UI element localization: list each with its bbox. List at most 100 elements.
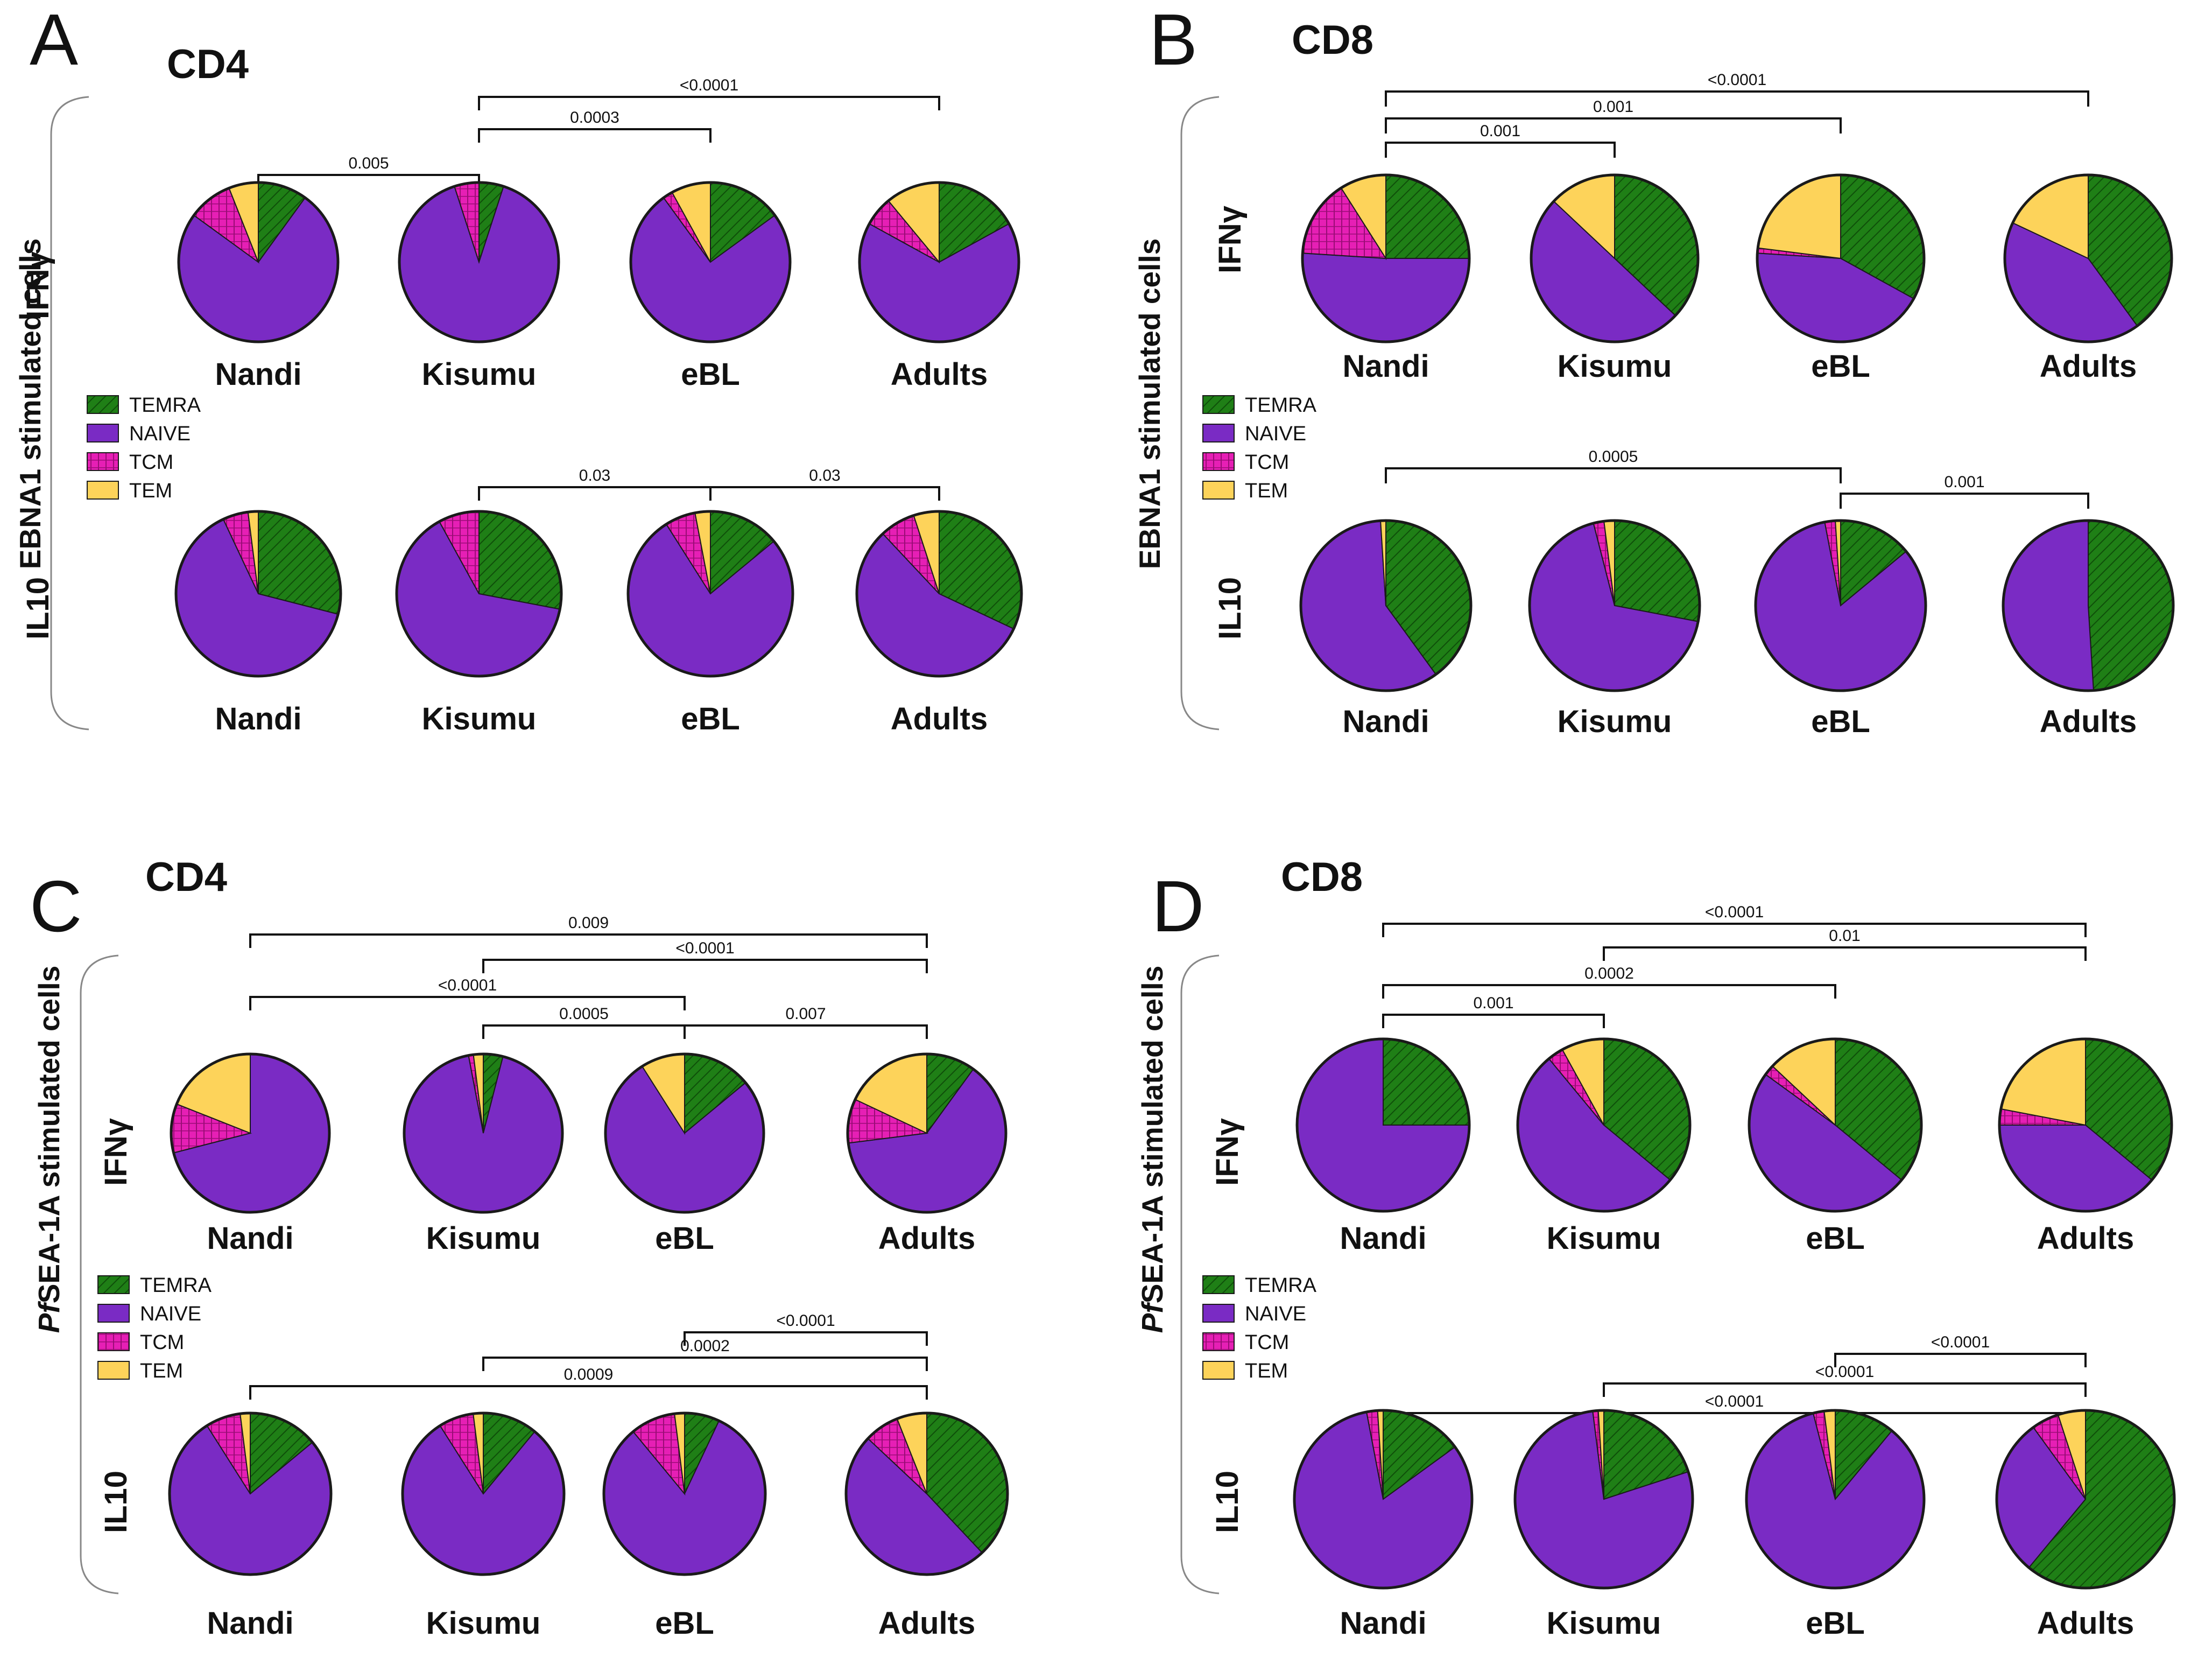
panel-b-title: CD8	[1292, 17, 1373, 63]
panel-b-row-ifn-label: IFNγ	[1213, 205, 1248, 273]
panel-b-stimulation-label: EBNA1 stimulated cells	[1133, 238, 1166, 569]
panel-a-title: CD4	[167, 41, 249, 87]
panel-d-row-ifn-comparison-1-p-value: 0.0002	[1584, 965, 1634, 982]
panel-d-row-ifn-pie-ebl-outline	[1748, 1037, 1923, 1213]
panel-a-stimulation-label: EBNA1 stimulated cells	[13, 238, 47, 569]
panel-c-row-ifn-pie-adults-group-label: Adults	[878, 1221, 975, 1256]
panel-c-row-ifn-pie-kisumu-outline	[403, 1052, 564, 1214]
panel-b-row-ifn-pie-nandi-group-label: Nandi	[1342, 349, 1429, 384]
panel-a-row-ifn-comparison-0-p-value: 0.005	[348, 154, 389, 172]
panel-b-row-ifn-comparison-2-p-value: <0.0001	[1708, 71, 1766, 89]
panel-c-legend-label-tcm: TCM	[140, 1331, 184, 1354]
panel-b-row-il10-pie-kisumu-group-label: Kisumu	[1558, 704, 1672, 739]
panel-c-letter: C	[30, 866, 82, 947]
panel-c-row-il10-pie-kisumu-group-label: Kisumu	[426, 1606, 541, 1641]
panel-b-row-ifn-comparison-1-bracket	[1385, 117, 1842, 134]
panel-a-legend-swatch-tcm	[87, 452, 119, 471]
panel-c-row-ifn-comparison-3-bracket	[482, 959, 928, 973]
panel-d-legend-swatch-tem	[1202, 1361, 1235, 1380]
panel-d-stimulation-label: PfSEA-1A stimulated cells	[1136, 966, 1169, 1333]
panel-a-row-ifn-pie-kisumu-outline	[398, 181, 560, 343]
panel-a-row-il10-pie-nandi-group-label: Nandi	[215, 701, 301, 736]
panel-c-legend-label-tem: TEM	[140, 1360, 183, 1382]
panel-d-row-il10-comparison-2-p-value: <0.0001	[1705, 1393, 1764, 1410]
panel-b-row-il10-pie-adults-outline	[2002, 519, 2175, 692]
panel-a-row-il10-comparison-1-p-value: 0.03	[809, 467, 840, 484]
panel-d-row-il10-pie-nandi-outline	[1293, 1409, 1474, 1590]
panel-c-row-ifn-pie-kisumu-group-label: Kisumu	[426, 1221, 541, 1256]
panel-a-stimulation-text: EBNA1 stimulated cells	[13, 238, 47, 569]
panel-c-legend: TEMRA NAIVE TCM TEM	[97, 1274, 212, 1382]
panel-c-row-ifn-pie-adults-outline	[846, 1052, 1008, 1214]
panel-b-row-il10-comparison-1-bracket	[1840, 493, 2089, 509]
panel-a-legend-label-tcm: TCM	[129, 451, 173, 474]
panel-b-legend-label-temra: TEMRA	[1245, 394, 1317, 417]
panel-c-row-ifn-comparison-0-bracket	[482, 1024, 686, 1039]
panel-c-legend-swatch-temra	[97, 1275, 130, 1294]
panel-d-legend-swatch-naive	[1202, 1304, 1235, 1323]
panel-c-legend-swatch-naive	[97, 1304, 130, 1323]
panel-c-legend-label-temra: TEMRA	[140, 1274, 212, 1297]
panel-a-row-il10-comparison-0-bracket	[478, 486, 711, 501]
panel-a-legend-label-naive: NAIVE	[129, 423, 191, 445]
panel-c-row-ifn-pie-nandi-group-label: Nandi	[207, 1221, 293, 1256]
panel-d-legend-swatch-tcm	[1202, 1332, 1235, 1351]
panel-d-row-ifn-comparison-2-bracket	[1603, 946, 2087, 961]
panel-b-group-bracket	[1180, 96, 1220, 730]
panel-a-row-il10-comparison-0-p-value: 0.03	[579, 467, 610, 484]
panel-c: C CD4 PfSEA-1A stimulated cells IFNγ Nandi Ki…	[30, 854, 975, 1641]
panel-c-legend-swatch-tem	[97, 1361, 130, 1380]
panel-d-row-ifn-comparison-2-p-value: 0.01	[1829, 927, 1860, 945]
panel-c-row-ifn-pie-ebl-outline	[604, 1052, 765, 1214]
panel-b-row-ifn-pie-ebl-outline	[1756, 173, 1926, 343]
panel-c-row-il10-comparison-2-bracket	[249, 1385, 928, 1400]
panel-a-row-ifn-pie-ebl-outline	[629, 181, 792, 343]
panel-b-row-il10-pie-kisumu-slice-temra	[1614, 519, 1700, 622]
panel-b-row-ifn-pie-nandi-slice-naive	[1302, 252, 1470, 342]
panel-c-row-ifn-comparison-0-p-value: 0.0005	[559, 1005, 609, 1023]
panel-a-row-il10-pie-ebl-outline	[626, 510, 794, 678]
panel-a-row-il10-comparison-1-bracket	[709, 486, 940, 501]
panel-b-legend-swatch-tcm	[1202, 452, 1235, 471]
panel-a-row-ifn-comparison-1-p-value: 0.0003	[570, 109, 619, 127]
panel-b-legend: TEMRA NAIVE TCM TEM	[1202, 394, 1317, 502]
panel-a-row-il10-pie-nandi-outline	[174, 510, 342, 678]
panel-c-row-ifn-comparison-2-p-value: <0.0001	[438, 976, 497, 994]
panel-a-row-il10-pie-kisumu-group-label: Kisumu	[422, 701, 537, 736]
panel-c-row-il10-comparison-2-p-value: 0.0009	[564, 1366, 614, 1383]
panel-d-row-ifn-pie-ebl-group-label: eBL	[1806, 1221, 1865, 1256]
panel-b-row-ifn-comparison-0-p-value: 0.001	[1480, 122, 1520, 140]
panel-c-row-ifn-comparison-4-p-value: 0.009	[568, 914, 609, 932]
panel-b-row-il10-pie-ebl-group-label: eBL	[1811, 704, 1870, 739]
panel-a-row-ifn-comparison-1-bracket	[478, 128, 711, 143]
panel-c-row-il10-comparison-0-p-value: <0.0001	[776, 1312, 835, 1330]
panel-c-legend-swatch-tcm	[97, 1332, 130, 1351]
panel-b-row-il10-comparison-0-p-value: 0.0005	[1589, 448, 1638, 466]
panel-c-row-ifn-comparison-4-bracket	[249, 933, 928, 948]
panel-b-row-ifn-comparison-2-bracket	[1385, 90, 2089, 107]
panel-a-row-il10-label: IL10	[20, 577, 55, 640]
panel-c-row-il10-pie-adults-outline	[844, 1411, 1009, 1576]
panel-c-row-il10-comparison-1-p-value: 0.0002	[680, 1337, 730, 1355]
panel-b-row-il10-comparison-1-p-value: 0.001	[1944, 473, 1984, 491]
panel-d-stimulation-prefix: Pf	[1136, 1301, 1169, 1333]
panel-d: D CD8 PfSEA-1A stimulated cells IFNγ Nandi Ki…	[1136, 854, 2134, 1641]
panel-c-row-ifn-comparison-3-p-value: <0.0001	[675, 939, 734, 957]
panel-b-row-il10-pie-nandi-outline	[1299, 519, 1473, 692]
panel-c-row-il10-label: IL10	[98, 1471, 133, 1533]
panel-a-legend-swatch-naive	[87, 424, 119, 442]
panel-c-row-il10-comparison-1-bracket	[482, 1357, 928, 1371]
panel-b-row-ifn-pie-ebl-group-label: eBL	[1811, 349, 1870, 384]
panel-b-legend-label-naive: NAIVE	[1245, 423, 1306, 445]
panel-a-legend-swatch-temra	[87, 395, 119, 414]
panel-a-row-il10-pie-kisumu-outline	[395, 510, 563, 678]
panel-b-row-ifn-pie-adults-group-label: Adults	[2040, 349, 2137, 384]
panel-d-row-il10-comparison-1-bracket	[1603, 1382, 2087, 1397]
panel-b-row-il10-pie-adults-group-label: Adults	[2040, 704, 2137, 739]
panel-a-row-ifn-pie-adults-group-label: Adults	[891, 357, 988, 392]
panel-c-stimulation-text: SEA-1A stimulated cells	[32, 966, 66, 1304]
panel-b-row-ifn-pie-nandi-outline	[1301, 173, 1471, 343]
panel-b-legend-swatch-naive	[1202, 424, 1235, 442]
panel-d-row-il10-pie-ebl-outline	[1745, 1409, 1926, 1590]
